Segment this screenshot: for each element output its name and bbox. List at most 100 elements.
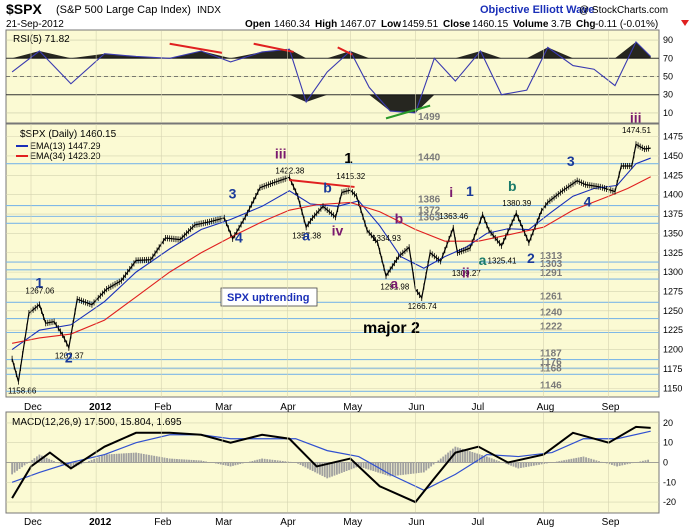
macd-signal-line	[11, 430, 651, 491]
level-label: 1363	[418, 212, 441, 223]
macd-hist-bar	[430, 462, 432, 467]
rsi-divergence-line	[253, 42, 294, 53]
macd-hist-bar	[43, 456, 46, 463]
macd-hist-bar	[644, 460, 647, 463]
ohlc-row: Open 1460.34 High 1467.07 Low 1459.51 Cl…	[245, 19, 658, 30]
macd-hist-bar	[352, 462, 355, 469]
open-label: Open	[245, 19, 271, 30]
macd-hist-bar	[560, 460, 563, 463]
rsi-tick-label: 70	[663, 53, 673, 63]
macd-hist-bar	[38, 454, 41, 463]
macd-hist-bar	[13, 462, 16, 473]
macd-hist-bar	[18, 462, 21, 469]
macd-hist-bar	[357, 462, 360, 467]
macd-hist-bar	[520, 462, 522, 468]
macd-hist-bar	[93, 458, 96, 463]
macd-hist-bar	[642, 460, 644, 463]
ema13-line	[11, 157, 651, 350]
x-tick-label-bottom: Jul	[471, 517, 484, 528]
x-tick-label: Feb	[154, 402, 172, 413]
macd-hist-bar	[404, 462, 407, 475]
macd-hist-bar	[135, 452, 137, 463]
high-label: High	[315, 19, 337, 30]
macd-hist-bar	[173, 458, 176, 463]
macd-hist-bar	[461, 448, 464, 463]
macd-hist-bar	[110, 454, 113, 463]
x-tick-label: Jun	[408, 402, 424, 413]
rsi-divergence-line	[337, 46, 353, 56]
macd-hist-bar	[137, 453, 140, 463]
macd-hist-bar	[103, 454, 106, 463]
macd-hist-bar	[616, 462, 618, 467]
rsi-divergence-line	[169, 42, 223, 54]
wave-label: iii	[630, 110, 642, 126]
macd-hist-bar	[374, 462, 377, 472]
level-label: 1187	[540, 349, 562, 360]
x-tick-label: Mar	[215, 402, 233, 413]
macd-hist-bar	[488, 457, 491, 463]
macd-hist-bar	[420, 462, 423, 473]
macd-hist-bar	[379, 462, 382, 474]
price-panel	[5, 123, 660, 398]
wave-label: 2	[65, 350, 73, 366]
macd-tick-label: 20	[663, 418, 673, 428]
macd-hist-bar	[253, 460, 256, 463]
macd-hist-bar	[407, 462, 410, 475]
macd-line	[11, 425, 651, 504]
macd-hist-bar	[271, 459, 274, 463]
macd-hist-bar	[432, 462, 435, 465]
price-tick-label: 1425	[663, 170, 683, 180]
macd-hist-bar	[98, 456, 101, 463]
macd-hist-bar	[166, 458, 168, 463]
macd-hist-bar	[142, 453, 145, 463]
macd-hist-bar	[331, 462, 333, 477]
macd-hist-bar	[464, 449, 466, 463]
macd-hist-bar	[276, 460, 279, 463]
high-value: 1467.07	[340, 19, 377, 30]
macd-hist-bar	[185, 459, 188, 463]
price-label: 1415.32	[336, 172, 365, 181]
level-label: 1386	[418, 195, 441, 206]
level-label: 1222	[540, 322, 563, 333]
x-tick-label: Apr	[280, 402, 296, 413]
macd-hist-bar	[545, 462, 548, 464]
macd-hist-bar	[532, 462, 535, 466]
macd-tick-label: -20	[663, 497, 676, 507]
rsi-title: RSI(5) 71.82	[13, 34, 70, 45]
rsi-chart: 10 30 50 70 90 RSI(5) 71.82	[6, 34, 673, 120]
wave-label: 4	[584, 193, 592, 209]
price-label: 1380.39	[502, 199, 531, 208]
macd-hist-bar	[386, 462, 389, 476]
wave-label: 1	[344, 150, 352, 167]
x-tick-label: Jul	[471, 402, 484, 413]
exchange: INDX	[197, 5, 221, 16]
macd-hist-bar	[639, 461, 642, 463]
macd-hist-bar	[437, 460, 440, 463]
macd-hist-bar	[234, 462, 237, 466]
macd-hist-bar	[214, 462, 217, 464]
macd-hist-bar	[568, 459, 570, 463]
macd-hist-bar	[306, 462, 309, 469]
macd-hist-bar	[540, 462, 543, 465]
wave-label: a	[390, 275, 398, 291]
macd-hist-bar	[299, 462, 302, 465]
macd-hist-bar	[160, 457, 163, 463]
level-label: 1291	[540, 268, 563, 279]
chart-header: $SPX (S&P 500 Large Cap Index) INDX Obje…	[6, 1, 689, 30]
macd-hist-bar	[527, 462, 530, 467]
level-label: 1303	[540, 259, 563, 270]
level-label: 1240	[540, 308, 563, 319]
open-value: 1460.34	[274, 19, 311, 30]
macd-hist-bar	[95, 457, 98, 463]
macd-hist-bar	[558, 461, 561, 463]
macd-hist-bar	[512, 462, 515, 467]
macd-tick-label: -10	[663, 477, 676, 487]
macd-hist-bar	[256, 459, 259, 463]
macd-hist-bar	[200, 460, 203, 463]
macd-hist-bar	[338, 462, 341, 474]
macd-hist-bar	[21, 462, 23, 468]
macd-hist-bar	[302, 462, 304, 467]
macd-hist-bar	[101, 455, 103, 463]
macd-hist-bar	[241, 462, 244, 464]
rsi-tick-label: 30	[663, 90, 673, 100]
